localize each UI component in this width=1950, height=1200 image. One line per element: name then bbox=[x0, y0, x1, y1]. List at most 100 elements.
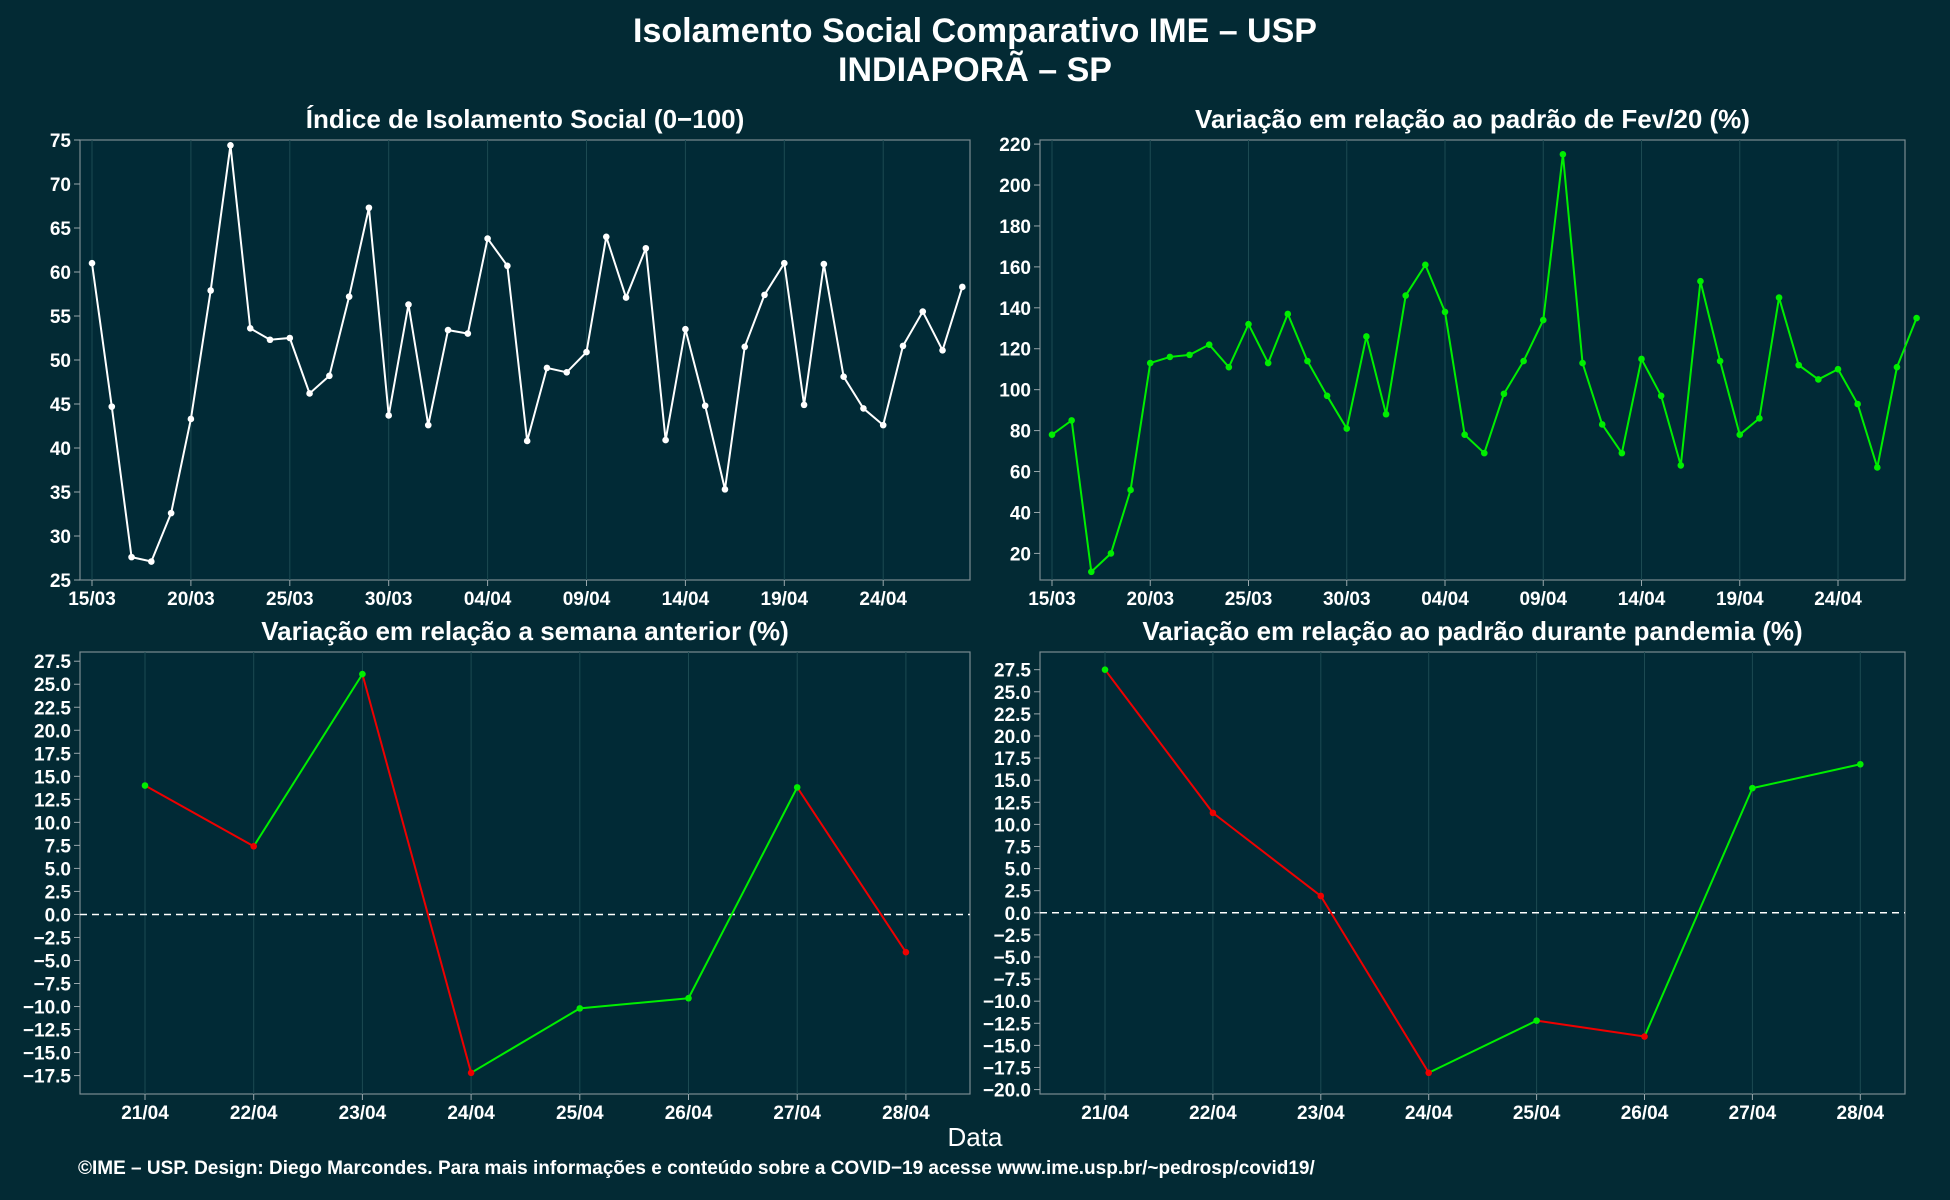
x-tick-label: 09/04 bbox=[1519, 589, 1567, 610]
y-tick-label: 12.5 bbox=[994, 793, 1031, 814]
isolation-index-data-point bbox=[306, 390, 313, 397]
variation-pandemic-pattern-title: Variação em relação ao padrão durante pa… bbox=[1142, 616, 1802, 646]
isolation-index-data-point bbox=[602, 233, 610, 241]
y-tick-label: 75 bbox=[50, 131, 72, 152]
variation-pandemic-pattern-series-segment bbox=[1212, 812, 1322, 897]
isolation-index-data-point bbox=[167, 509, 175, 517]
variation-feb20-data-point bbox=[1579, 359, 1586, 367]
variation-previous-week-data-point bbox=[141, 782, 149, 789]
y-tick-label: 0.0 bbox=[1005, 904, 1031, 925]
isolation-index-data-point bbox=[682, 325, 689, 333]
isolation-index-data-point bbox=[781, 259, 788, 267]
isolation-index-data-point bbox=[464, 330, 472, 337]
y-tick-label: 220 bbox=[999, 135, 1031, 156]
y-tick-label: 50 bbox=[50, 351, 71, 372]
x-tick-label: 28/04 bbox=[1837, 1103, 1885, 1124]
variation-feb20-data-point bbox=[1343, 425, 1351, 432]
y-tick-label: 65 bbox=[50, 219, 72, 240]
variation-feb20-data-point bbox=[1382, 410, 1390, 418]
variation-previous-week-data-point bbox=[250, 842, 257, 850]
variation-pandemic-pattern-series-segment bbox=[1319, 895, 1430, 1074]
y-tick-label: 12.5 bbox=[34, 790, 71, 811]
x-tick-label: 14/04 bbox=[662, 589, 710, 610]
isolation-index-data-point bbox=[148, 558, 155, 565]
x-tick-label: 04/04 bbox=[464, 589, 512, 610]
y-tick-label: 180 bbox=[999, 217, 1031, 238]
isolation-index-data-point bbox=[365, 204, 373, 212]
y-tick-label: 20.0 bbox=[994, 727, 1031, 748]
x-tick-label: 27/04 bbox=[1729, 1103, 1777, 1124]
isolation-index-data-point bbox=[266, 336, 274, 344]
variation-previous-week-series-segment bbox=[796, 786, 907, 953]
variation-feb20-data-point bbox=[1402, 292, 1409, 299]
variation-feb20-data-point bbox=[1834, 365, 1842, 373]
isolation-index-data-point bbox=[286, 334, 294, 342]
isolation-index-data-point bbox=[227, 141, 234, 149]
x-tick-label: 09/04 bbox=[563, 589, 611, 610]
y-tick-label: −15.0 bbox=[23, 1044, 71, 1065]
variation-feb20-data-point bbox=[1500, 390, 1508, 398]
variation-feb20-data-point bbox=[1146, 359, 1154, 367]
variation-feb20-data-point bbox=[1304, 357, 1311, 365]
isolation-index-data-point bbox=[326, 372, 333, 380]
x-tick-label: 28/04 bbox=[882, 1103, 930, 1124]
variation-feb20-title: Variação em relação ao padrão de Fev/20 … bbox=[1195, 104, 1750, 134]
y-tick-label: 15.0 bbox=[994, 771, 1031, 792]
variation-previous-week-plot-area bbox=[79, 651, 971, 1095]
isolation-index-data-point bbox=[128, 553, 135, 561]
variation-pandemic-pattern-series-segment bbox=[1752, 763, 1861, 790]
isolation-index-data-point bbox=[187, 415, 195, 423]
x-tick-label: 25/03 bbox=[266, 589, 314, 610]
isolation-index-data-point bbox=[523, 437, 531, 445]
variation-pandemic-pattern-series-segment bbox=[1643, 787, 1754, 1037]
variation-feb20-data-point bbox=[1697, 277, 1704, 285]
variation-feb20-data-point bbox=[1874, 464, 1881, 471]
x-tick-label: 15/03 bbox=[68, 589, 116, 610]
x-tick-label: 21/04 bbox=[121, 1103, 169, 1124]
x-tick-label: 23/04 bbox=[1297, 1103, 1345, 1124]
variation-feb20-data-point bbox=[1775, 294, 1783, 301]
y-tick-label: −5.0 bbox=[993, 948, 1031, 969]
x-tick-label: 22/04 bbox=[230, 1103, 278, 1124]
y-tick-label: 100 bbox=[999, 381, 1031, 402]
variation-feb20-data-point bbox=[1520, 357, 1527, 365]
y-tick-label: 25.0 bbox=[34, 675, 71, 696]
variation-feb20-data-point bbox=[1088, 568, 1095, 576]
variation-pandemic-pattern-series-segment bbox=[1104, 669, 1214, 814]
variation-feb20-data-point bbox=[1461, 431, 1468, 438]
y-tick-label: 25 bbox=[50, 571, 72, 592]
y-tick-label: −12.5 bbox=[23, 1021, 72, 1042]
x-tick-label: 21/04 bbox=[1081, 1103, 1129, 1124]
variation-feb20-data-point bbox=[1854, 400, 1861, 408]
x-tick-label: 19/04 bbox=[1716, 589, 1764, 610]
isolation-index-data-point bbox=[721, 486, 729, 493]
chart-variation-previous-week: Variação em relação a semana anterior (%… bbox=[23, 616, 971, 1124]
isolation-index-data-point bbox=[800, 401, 808, 409]
isolation-index-data-point bbox=[484, 235, 491, 242]
x-tick-label: 19/04 bbox=[761, 589, 809, 610]
variation-feb20-data-point bbox=[1559, 151, 1567, 158]
x-tick-label: 30/03 bbox=[365, 589, 413, 610]
variation-feb20-data-point bbox=[1068, 417, 1075, 424]
isolation-index-data-point bbox=[563, 369, 571, 376]
y-tick-label: −12.5 bbox=[983, 1014, 1032, 1035]
x-tick-label: 26/04 bbox=[665, 1103, 713, 1124]
variation-previous-week-data-point bbox=[902, 948, 910, 956]
y-tick-label: −10.0 bbox=[23, 998, 71, 1019]
x-tick-label: 30/03 bbox=[1323, 589, 1371, 610]
variation-previous-week-series-segment bbox=[361, 673, 473, 1074]
variation-pandemic-pattern-series-segment bbox=[1428, 1019, 1538, 1074]
y-tick-label: 120 bbox=[999, 340, 1031, 361]
x-tick-label: 25/03 bbox=[1225, 589, 1273, 610]
isolation-index-data-point bbox=[583, 348, 590, 356]
y-tick-label: 22.5 bbox=[994, 705, 1031, 726]
variation-previous-week-data-point bbox=[576, 1005, 584, 1012]
variation-previous-week-series-segment bbox=[144, 784, 255, 848]
y-tick-label: −2.5 bbox=[33, 928, 71, 949]
isolation-index-data-point bbox=[919, 308, 927, 315]
variation-feb20-data-point bbox=[1893, 363, 1901, 371]
y-tick-label: 40 bbox=[50, 439, 71, 460]
y-tick-label: 160 bbox=[999, 258, 1031, 279]
variation-pandemic-pattern-data-point bbox=[1209, 809, 1217, 817]
variation-pandemic-pattern-data-point bbox=[1101, 666, 1109, 673]
